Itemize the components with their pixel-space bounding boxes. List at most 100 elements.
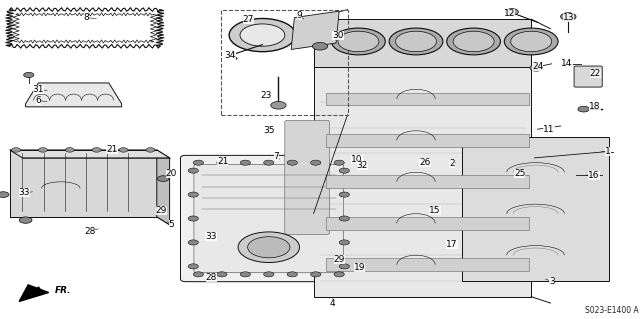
Circle shape	[389, 28, 443, 55]
Circle shape	[561, 13, 576, 20]
Text: 1: 1	[605, 147, 611, 156]
Circle shape	[332, 28, 385, 55]
Text: 33: 33	[19, 189, 30, 197]
Circle shape	[530, 65, 543, 71]
Text: 23: 23	[260, 91, 271, 100]
Polygon shape	[157, 150, 170, 225]
Polygon shape	[19, 285, 49, 301]
Text: 9: 9	[297, 11, 302, 20]
Text: 35: 35	[263, 126, 275, 135]
Circle shape	[0, 192, 9, 197]
Text: 16: 16	[588, 171, 600, 180]
Circle shape	[447, 28, 500, 55]
Text: 33: 33	[205, 232, 217, 241]
Circle shape	[193, 160, 204, 165]
Text: 5: 5	[169, 220, 174, 229]
Circle shape	[339, 240, 349, 245]
Bar	[326, 258, 529, 271]
Text: 13: 13	[563, 13, 574, 22]
Text: 2: 2	[449, 159, 454, 168]
Text: 7: 7	[274, 152, 279, 161]
Text: 10: 10	[351, 155, 363, 164]
Text: FR.: FR.	[54, 286, 71, 295]
Circle shape	[312, 42, 328, 50]
Circle shape	[240, 272, 250, 277]
Circle shape	[334, 160, 344, 165]
Text: 6: 6	[36, 96, 41, 105]
Circle shape	[264, 272, 274, 277]
Bar	[326, 217, 529, 230]
Polygon shape	[291, 11, 339, 49]
Circle shape	[157, 176, 169, 182]
Text: 14: 14	[561, 59, 573, 68]
Circle shape	[38, 148, 47, 152]
Circle shape	[217, 272, 227, 277]
Text: 29: 29	[333, 256, 345, 264]
Polygon shape	[10, 150, 170, 158]
Text: 4: 4	[330, 299, 335, 308]
Circle shape	[310, 160, 321, 165]
Text: 21: 21	[106, 145, 118, 154]
Circle shape	[271, 101, 286, 109]
Text: 25: 25	[514, 169, 525, 178]
Circle shape	[188, 264, 198, 269]
Text: 20: 20	[166, 169, 177, 178]
Circle shape	[188, 168, 198, 173]
Circle shape	[217, 160, 227, 165]
Circle shape	[453, 31, 494, 52]
Circle shape	[146, 148, 155, 152]
Text: 11: 11	[543, 125, 555, 134]
Circle shape	[578, 106, 589, 112]
Circle shape	[339, 192, 349, 197]
Polygon shape	[10, 150, 157, 217]
Text: 34: 34	[225, 51, 236, 60]
Text: 22: 22	[589, 69, 601, 78]
Circle shape	[92, 148, 101, 152]
Text: 31: 31	[33, 85, 44, 94]
Circle shape	[188, 192, 198, 197]
Text: 12: 12	[504, 9, 515, 18]
Text: 15: 15	[429, 206, 441, 215]
Circle shape	[310, 272, 321, 277]
Text: 18: 18	[589, 102, 601, 111]
Bar	[326, 175, 529, 188]
Text: 28: 28	[205, 273, 217, 282]
Circle shape	[12, 148, 20, 152]
Text: 17: 17	[446, 240, 458, 249]
Bar	[462, 137, 609, 281]
Circle shape	[339, 264, 349, 269]
Circle shape	[506, 9, 518, 15]
Circle shape	[193, 272, 204, 277]
Circle shape	[511, 31, 552, 52]
Bar	[326, 134, 529, 147]
Polygon shape	[26, 83, 122, 107]
Circle shape	[287, 160, 298, 165]
Bar	[221, 10, 348, 115]
Text: S023-E1400 A: S023-E1400 A	[585, 306, 639, 315]
Text: 8: 8	[84, 13, 89, 22]
Circle shape	[19, 217, 32, 223]
Circle shape	[240, 160, 250, 165]
Text: 19: 19	[354, 263, 365, 272]
Text: 28: 28	[84, 227, 95, 236]
Circle shape	[396, 31, 436, 52]
Circle shape	[229, 19, 296, 52]
Circle shape	[264, 160, 274, 165]
Text: 26: 26	[419, 158, 431, 167]
Text: 3: 3	[549, 277, 554, 286]
Bar	[314, 19, 531, 67]
Circle shape	[24, 72, 34, 78]
Circle shape	[238, 232, 300, 263]
Text: 30: 30	[332, 31, 344, 40]
Circle shape	[119, 148, 128, 152]
FancyBboxPatch shape	[180, 155, 357, 282]
Bar	[326, 93, 529, 105]
Text: 32: 32	[356, 161, 368, 170]
Circle shape	[334, 272, 344, 277]
FancyBboxPatch shape	[574, 66, 602, 87]
Circle shape	[339, 168, 349, 173]
Circle shape	[504, 28, 558, 55]
Circle shape	[240, 24, 285, 46]
Circle shape	[188, 216, 198, 221]
Text: 21: 21	[217, 157, 228, 166]
